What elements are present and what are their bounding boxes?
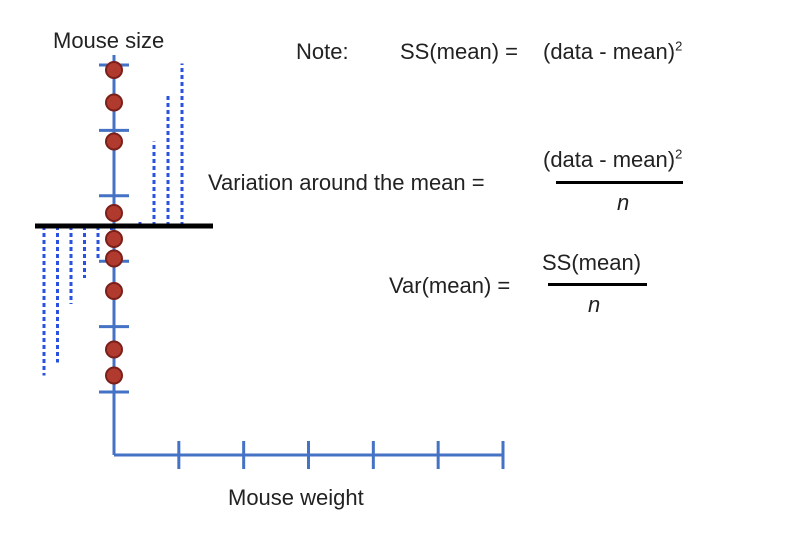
variation-numerator-exponent: 2 xyxy=(675,146,683,162)
x-axis-label: Mouse weight xyxy=(228,485,364,510)
variation-fraction-bar xyxy=(556,181,683,184)
variation-numerator-text: (data - mean) xyxy=(543,147,676,172)
data-point xyxy=(105,282,123,300)
data-points xyxy=(105,61,123,385)
x-axis-ticks xyxy=(177,441,505,469)
note-label: Note: xyxy=(296,39,349,64)
data-point xyxy=(105,230,123,248)
var-mean-numerator: SS(mean) xyxy=(542,250,642,275)
residual-lines xyxy=(42,63,184,376)
data-point xyxy=(105,366,123,385)
data-point xyxy=(105,249,123,268)
note-ss-mean-lhs: SS(mean) = xyxy=(400,39,518,64)
var-mean-fraction-bar xyxy=(548,283,647,286)
data-point xyxy=(105,340,123,359)
data-point xyxy=(105,61,123,79)
data-point xyxy=(105,132,123,151)
note-rhs-exponent: 2 xyxy=(675,38,683,54)
var-mean-denominator: n xyxy=(588,292,601,317)
y-axis-label: Mouse size xyxy=(53,28,165,53)
data-point xyxy=(105,93,123,112)
variation-denominator: n xyxy=(617,190,630,215)
var-mean-lhs: Var(mean) = xyxy=(389,273,511,298)
data-point xyxy=(105,204,123,222)
variation-lhs: Variation around the mean = xyxy=(208,170,485,195)
note-rhs-text: (data - mean) xyxy=(543,39,676,64)
note-ss-mean-rhs: (data - mean)2 xyxy=(543,38,683,64)
variation-numerator: (data - mean)2 xyxy=(543,146,683,172)
